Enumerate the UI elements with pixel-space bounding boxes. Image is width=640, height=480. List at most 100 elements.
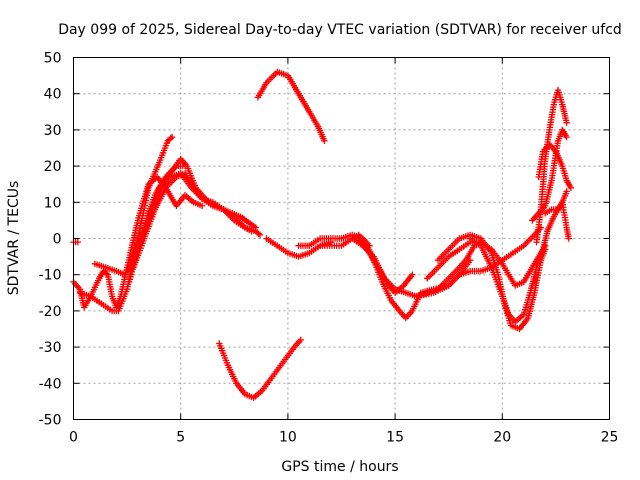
data-point xyxy=(306,244,322,257)
data-point xyxy=(252,224,259,231)
data-point xyxy=(134,187,152,242)
data-point xyxy=(548,206,560,213)
data-point xyxy=(391,286,407,296)
data-point xyxy=(563,188,570,195)
y-tick-label: -40 xyxy=(39,376,62,392)
series-arc-20 xyxy=(535,141,575,191)
data-point xyxy=(520,266,535,286)
data-point xyxy=(256,231,264,239)
data-point xyxy=(430,283,450,296)
data-point xyxy=(164,135,174,144)
data-point xyxy=(567,184,575,191)
data-point xyxy=(542,179,555,210)
data-point xyxy=(524,291,538,322)
data-point xyxy=(108,307,120,315)
data-point xyxy=(295,90,312,113)
series-arc-21 xyxy=(542,199,572,242)
data-point xyxy=(402,309,414,322)
data-point xyxy=(181,170,194,186)
y-tick-label: -30 xyxy=(39,340,62,356)
data-point xyxy=(216,340,231,366)
data-point xyxy=(559,126,569,139)
data-point xyxy=(456,232,472,242)
data-point xyxy=(499,293,512,316)
x-tick-label: 0 xyxy=(69,430,78,446)
data-point xyxy=(115,288,130,315)
data-point xyxy=(291,338,303,351)
data-point xyxy=(563,224,572,240)
series-arc-8 xyxy=(216,336,304,401)
data-point xyxy=(192,184,211,204)
data-point xyxy=(529,211,541,224)
data-point xyxy=(533,248,546,271)
data-point xyxy=(565,235,572,242)
data-point xyxy=(76,289,92,299)
data-point xyxy=(297,336,304,344)
data-point xyxy=(488,264,505,298)
data-point xyxy=(456,240,472,253)
series-arc-14 xyxy=(349,235,485,300)
data-point xyxy=(198,202,206,210)
data-point xyxy=(220,206,242,220)
data-point xyxy=(400,273,414,289)
data-point xyxy=(224,362,239,385)
series-arc-7 xyxy=(145,155,259,231)
y-axis-label: SDTVAR / TECUs xyxy=(6,181,22,296)
y-tick-label: -10 xyxy=(39,268,62,284)
data-point xyxy=(563,133,570,141)
data-point xyxy=(466,231,482,241)
data-point xyxy=(321,137,328,144)
data-point xyxy=(535,204,547,217)
data-point xyxy=(190,199,204,209)
data-point xyxy=(250,388,264,401)
y-tick-label: -20 xyxy=(39,304,62,320)
data-point xyxy=(520,292,533,318)
tick-labels: 0 5 10 15 20 25 -50 -40 -30 -20 -10 0 10 20 30 40 50 xyxy=(39,51,619,446)
series-arc-18 xyxy=(466,188,570,325)
data-point xyxy=(241,224,257,234)
data-point xyxy=(274,242,289,255)
data-point xyxy=(559,162,570,182)
data-point xyxy=(445,247,461,260)
data-point xyxy=(274,68,289,79)
data-point xyxy=(409,271,416,278)
data-point xyxy=(488,249,501,276)
data-point xyxy=(156,172,172,191)
data-point xyxy=(546,103,557,134)
data-point xyxy=(74,238,81,246)
data-point xyxy=(509,244,525,257)
data-point xyxy=(520,233,536,249)
data-point xyxy=(456,258,468,271)
data-point xyxy=(445,237,461,253)
series-arc-1 xyxy=(70,238,81,246)
data-point xyxy=(233,380,247,396)
data-point xyxy=(100,267,110,277)
data-point xyxy=(349,235,364,248)
data-point xyxy=(434,248,451,264)
y-tick-label: 30 xyxy=(44,123,62,139)
data-point xyxy=(539,230,550,253)
data-point xyxy=(544,215,556,235)
data-point xyxy=(563,177,573,190)
series-arc-3 xyxy=(76,133,176,315)
grid xyxy=(73,57,610,420)
y-tick-label: 50 xyxy=(44,51,62,67)
data-point xyxy=(512,312,526,325)
data-point xyxy=(102,264,118,274)
data-point xyxy=(370,253,387,280)
data-point xyxy=(554,200,565,213)
data-point xyxy=(284,72,301,95)
data-point xyxy=(387,296,402,313)
data-point xyxy=(181,191,195,205)
x-tick-label: 5 xyxy=(176,430,185,446)
data-point xyxy=(516,316,530,333)
data-point xyxy=(263,70,279,86)
data-point xyxy=(466,235,482,248)
data-point xyxy=(505,271,518,287)
data-point xyxy=(535,151,546,181)
x-tick-label: 20 xyxy=(493,430,511,446)
y-tick-label: 0 xyxy=(53,232,62,248)
data-series xyxy=(70,68,575,401)
data-point xyxy=(87,293,103,306)
data-point xyxy=(505,311,517,324)
